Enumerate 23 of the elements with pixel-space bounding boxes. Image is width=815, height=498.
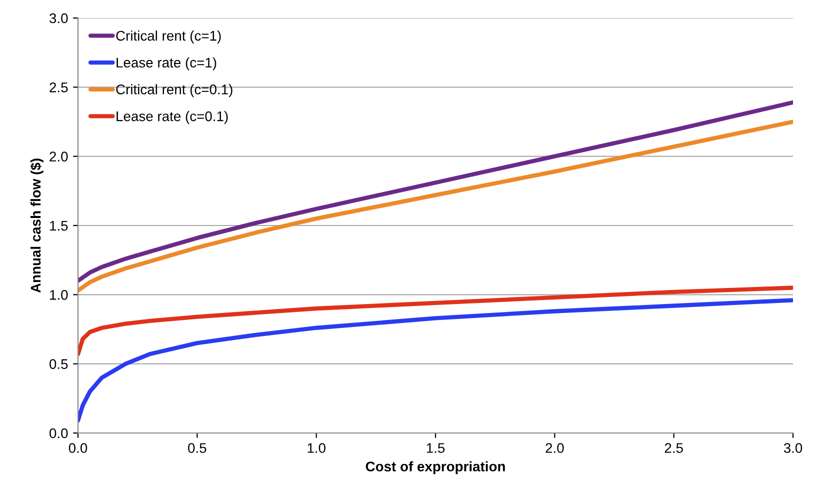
x-tick-label: 0.0 <box>68 443 88 453</box>
x-tick-label: 3.0 <box>784 443 802 453</box>
y-tick-label: 0.5 <box>50 359 68 370</box>
y-tick-label: 1.0 <box>50 290 68 300</box>
x-axis-title: Cost of expropriation <box>366 461 505 474</box>
legend-label: Lease rate (c=0.1) <box>116 111 228 124</box>
line-series <box>78 298 793 423</box>
y-tick-label: 3.0 <box>50 13 68 24</box>
legend-label: Critical rent (c=0.1) <box>116 84 232 98</box>
line-series <box>78 286 793 356</box>
x-tick-label: 2.0 <box>546 443 564 453</box>
legend-label: Lease rate (c=1) <box>116 57 216 70</box>
x-tick-label: 1.0 <box>308 443 326 453</box>
y-tick-label: 2.0 <box>50 152 68 162</box>
line-series <box>78 100 793 283</box>
y-tick-label: 2.5 <box>50 82 68 92</box>
y-axis-title: Annual cash flow ($) <box>30 158 44 293</box>
x-tick-label: 0.5 <box>188 443 206 453</box>
x-tick-label: 1.5 <box>426 443 445 453</box>
legend-label: Critical rent (c=1) <box>116 30 221 44</box>
y-tick-label: 1.5 <box>50 220 68 231</box>
y-tick-label: 0.0 <box>50 428 68 438</box>
x-tick-label: 2.5 <box>664 443 683 453</box>
